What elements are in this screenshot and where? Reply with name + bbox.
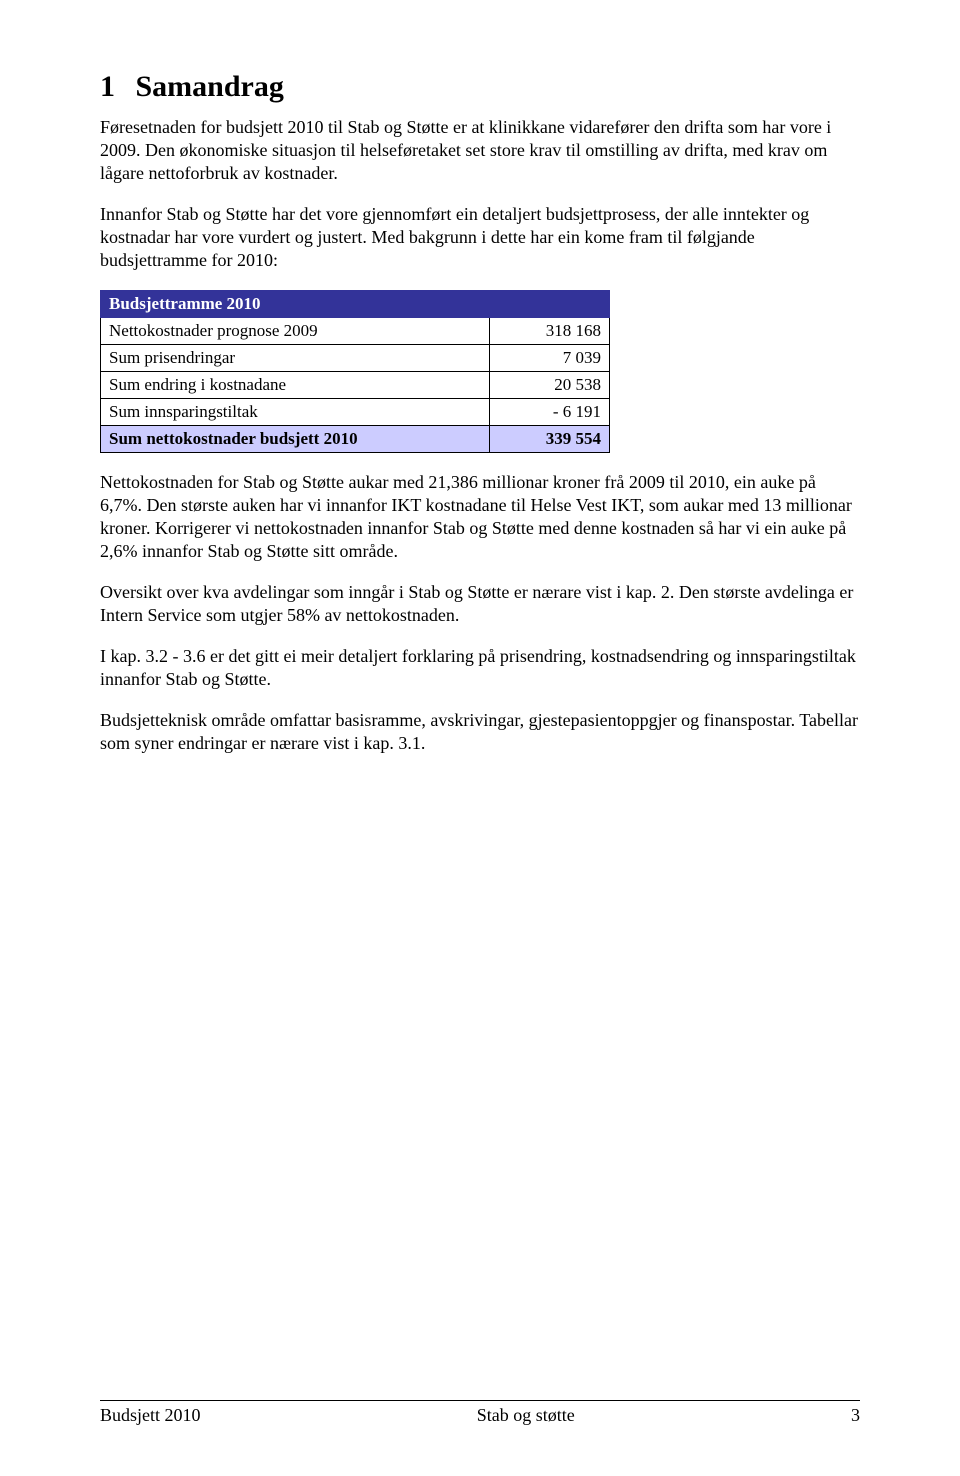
table-cell-value: 7 039 [490, 345, 610, 372]
table-header-cell-empty [490, 291, 610, 318]
footer-center: Stab og støtte [477, 1405, 575, 1426]
paragraph: Oversikt over kva avdelingar som inngår … [100, 581, 860, 627]
table-cell-value: 318 168 [490, 318, 610, 345]
table-cell-value: - 6 191 [490, 399, 610, 426]
paragraph: Innanfor Stab og Støtte har det vore gje… [100, 203, 860, 272]
heading-number: 1 [100, 70, 128, 104]
table-total-value: 339 554 [490, 426, 610, 453]
table-total-row: Sum nettokostnader budsjett 2010 339 554 [101, 426, 610, 453]
table-header-row: Budsjettramme 2010 [101, 291, 610, 318]
paragraph: I kap. 3.2 - 3.6 er det gitt ei meir det… [100, 645, 860, 691]
table-cell-label: Nettokostnader prognose 2009 [101, 318, 490, 345]
table-cell-label: Sum prisendringar [101, 345, 490, 372]
document-page: 1 Samandrag Føresetnaden for budsjett 20… [0, 0, 960, 1476]
heading-title: Samandrag [136, 70, 284, 103]
footer-divider [100, 1400, 860, 1401]
table-total-label: Sum nettokostnader budsjett 2010 [101, 426, 490, 453]
section-heading: 1 Samandrag [100, 70, 860, 104]
table-cell-label: Sum endring i kostnadane [101, 372, 490, 399]
budget-table: Budsjettramme 2010 Nettokostnader progno… [100, 290, 610, 453]
table-row: Sum endring i kostnadane 20 538 [101, 372, 610, 399]
page-footer: Budsjett 2010 Stab og støtte 3 [100, 1400, 860, 1426]
table-row: Sum innsparingstiltak - 6 191 [101, 399, 610, 426]
table-row: Sum prisendringar 7 039 [101, 345, 610, 372]
paragraph: Budsjetteknisk område omfattar basisramm… [100, 709, 860, 755]
table-header-cell: Budsjettramme 2010 [101, 291, 490, 318]
table-row: Nettokostnader prognose 2009 318 168 [101, 318, 610, 345]
table-cell-label: Sum innsparingstiltak [101, 399, 490, 426]
footer-row: Budsjett 2010 Stab og støtte 3 [100, 1405, 860, 1426]
footer-left: Budsjett 2010 [100, 1405, 201, 1426]
footer-right: 3 [851, 1405, 860, 1426]
table-cell-value: 20 538 [490, 372, 610, 399]
paragraph: Føresetnaden for budsjett 2010 til Stab … [100, 116, 860, 185]
paragraph: Nettokostnaden for Stab og Støtte aukar … [100, 471, 860, 563]
